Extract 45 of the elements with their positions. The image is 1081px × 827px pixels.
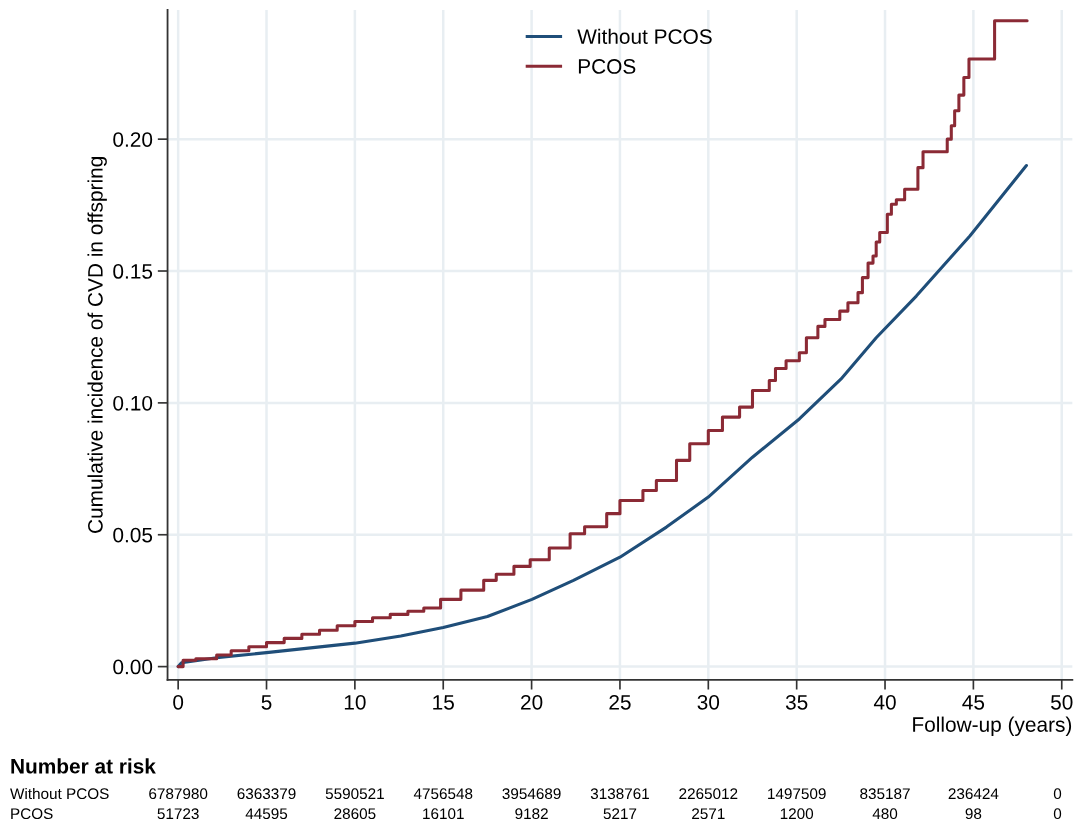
text: 0 (1053, 808, 1062, 820)
text: 2571 (692, 808, 725, 820)
y-axis-title: Cumulative incidence of CVD in offspring (87, 157, 107, 533)
text: 6363379 (237, 788, 296, 800)
text: Without PCOS (10, 787, 109, 800)
legend-label: PCOS (578, 59, 636, 74)
text: 3954689 (502, 788, 561, 800)
x-tick-label: 45 (962, 695, 985, 710)
y-tick-label: 0.20 (113, 132, 153, 147)
text: 236424 (948, 788, 999, 800)
text: 5217 (603, 808, 637, 820)
text: 480 (872, 808, 898, 820)
x-tick-label: 50 (1051, 694, 1073, 710)
text: 4756548 (413, 788, 473, 800)
x-axis-title: Follow-up (years) (913, 716, 1072, 736)
text: 9182 (515, 808, 548, 820)
text: Number at risk (11, 758, 156, 774)
text: 0 (1053, 788, 1062, 800)
y-tick-label: 0.10 (113, 395, 153, 411)
text: 835187 (860, 788, 910, 800)
text: 51723 (157, 808, 199, 820)
legend-label: Without PCOS (577, 28, 712, 44)
x-tick-label: 0 (173, 694, 184, 710)
text: 6787980 (149, 788, 208, 800)
text: 16101 (423, 808, 464, 820)
x-tick-label: 35 (785, 694, 808, 710)
y-tick-label: 0.05 (113, 527, 153, 543)
x-tick-label: 10 (344, 694, 366, 710)
text: PCOS (11, 808, 53, 820)
text: 3138761 (590, 788, 649, 800)
text: 1497509 (768, 788, 826, 800)
x-tick-label: 25 (609, 694, 631, 710)
text: 28605 (334, 808, 376, 820)
text: 1200 (780, 808, 814, 820)
text: 5590521 (325, 788, 384, 800)
text: 44595 (245, 808, 288, 820)
y-tick-label: 0.15 (113, 264, 153, 279)
text: 2265012 (679, 788, 738, 800)
x-tick-label: 40 (873, 694, 896, 710)
y-tick-label: 0.00 (113, 659, 153, 675)
x-tick-label: 30 (697, 694, 720, 710)
text: 98 (965, 808, 982, 820)
x-tick-label: 5 (261, 695, 272, 710)
x-tick-label: 20 (521, 694, 543, 710)
x-tick-label: 15 (433, 695, 454, 710)
